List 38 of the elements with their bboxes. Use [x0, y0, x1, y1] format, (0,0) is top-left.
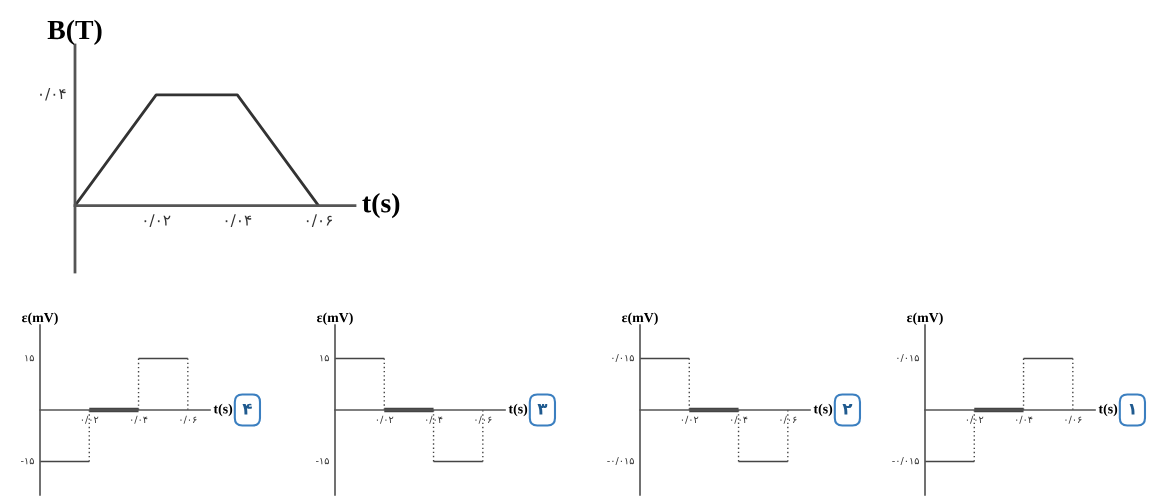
x-tick-label: ۰/۰۲ — [376, 415, 394, 424]
y-axis-title: ε(mV) — [316, 312, 353, 325]
text: ۰/۰۴ — [40, 87, 66, 101]
text: -۰/۰۱۵ — [607, 457, 634, 466]
text: ۳ — [537, 404, 548, 415]
x-tick-label: ۰/۰۲ — [966, 415, 984, 424]
text: ۱ — [1129, 404, 1135, 415]
text: ۱۵ — [25, 354, 34, 362]
x-tick-label: ۰/۰۴ — [731, 415, 748, 424]
text: ۴ — [242, 403, 252, 415]
x-tick-label: ۰/۰۴ — [225, 214, 252, 227]
text: ۰/۰۱۵ — [612, 354, 634, 363]
x-tick-label: ۰/۰۲ — [681, 415, 699, 424]
y-axis-title: ε(mV) — [21, 312, 58, 325]
x-axis-title: t(s) — [813, 403, 833, 417]
y-axis-title: ε(mV) — [621, 312, 658, 325]
x-tick-label: ۰/۰۴ — [426, 415, 443, 424]
x-tick-label: ۰/۰۴ — [1016, 415, 1033, 424]
x-tick-label: ۰/۰۶ — [475, 415, 492, 424]
x-tick-label: ۰/۰۶ — [180, 415, 197, 424]
x-tick-label: ۰/۰۶ — [306, 214, 332, 227]
x-axis-title: t(s) — [1098, 403, 1118, 417]
x-axis-title: t(s) — [508, 403, 528, 417]
y-axis-title: B(T) — [47, 19, 102, 45]
y-axis-title: ε(mV) — [906, 312, 943, 325]
x-axis-title: t(s) — [213, 403, 233, 417]
x-tick-label: ۰/۰۶ — [1065, 415, 1082, 424]
x-tick-label: ۰/۰۲ — [144, 214, 171, 227]
text: ۲ — [842, 404, 853, 415]
text: ۰/۰۱۵ — [897, 354, 919, 363]
text: -۱۵ — [20, 457, 34, 465]
text: ۱۵ — [320, 354, 329, 362]
x-tick-label: ۰/۰۲ — [81, 415, 99, 424]
x-tick-label: ۰/۰۴ — [131, 415, 148, 424]
x-axis-title: t(s) — [362, 192, 400, 219]
text: -۱۵ — [315, 457, 329, 465]
x-tick-label: ۰/۰۶ — [780, 415, 797, 424]
text: -۰/۰۱۵ — [892, 457, 919, 466]
